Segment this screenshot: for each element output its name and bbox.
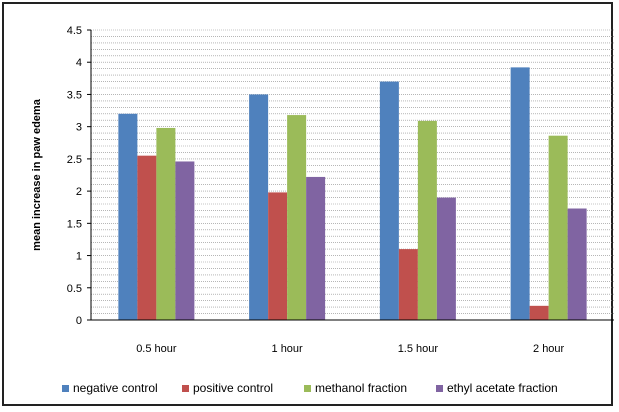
y-tick-label: 1 [76,251,82,263]
bar-methanol-fraction-3 [548,135,568,320]
bar-ethyl-acetate-fraction-3 [567,208,587,320]
legend-label: methanol fraction [315,381,407,395]
bar-positive-control-2 [398,249,418,320]
bar-ethyl-acetate-fraction-0 [175,161,195,320]
y-tick-label: 3.5 [67,89,82,101]
y-tick-label: 1.5 [67,218,82,230]
bar-methanol-fraction-2 [417,120,437,320]
bar-ethyl-acetate-fraction-2 [436,197,456,320]
axes [87,29,614,321]
bar-negative-control-0 [118,113,138,321]
y-axis-label: mean increase in paw edema [31,98,43,251]
x-tick-label: 1 hour [272,343,304,355]
bars [118,67,587,321]
x-tick-labels: 0.5 hour 1 hour 1.5 hour 2 hour [136,343,564,355]
legend-swatch [182,385,189,392]
y-tick-label: 0.5 [67,283,82,295]
legend-label: negative control [73,381,158,395]
legend-swatch [436,385,443,392]
bar-positive-control-3 [529,305,549,320]
y-tick-label: 0 [76,315,82,327]
legend: negative control positive control methanol… [62,381,558,395]
y-tick-label: 2 [76,186,82,198]
legend-swatch [304,385,311,392]
y-tick-label: 4 [76,57,82,69]
bar-negative-control-3 [510,67,530,320]
bar-methanol-fraction-1 [287,115,307,320]
bar-positive-control-0 [137,155,157,320]
y-tick-label: 4.5 [67,25,82,37]
x-tick-label: 0.5 hour [136,343,177,355]
x-tick-label: 2 hour [533,343,565,355]
legend-label: ethyl acetate fraction [447,381,558,395]
x-tick-label: 1.5 hour [398,343,439,355]
y-tick-labels: 0 0.5 1 1.5 2 2.5 3 3.5 4 4.5 [67,25,82,327]
bar-ethyl-acetate-fraction-1 [306,176,326,320]
y-tick-label: 3 [76,122,82,134]
bar-negative-control-2 [379,81,399,320]
bar-positive-control-1 [268,192,288,320]
legend-label: positive control [193,381,273,395]
y-tick-label: 2.5 [67,154,82,166]
legend-swatch [62,385,69,392]
bar-negative-control-1 [249,94,269,320]
bar-methanol-fraction-0 [156,127,176,320]
